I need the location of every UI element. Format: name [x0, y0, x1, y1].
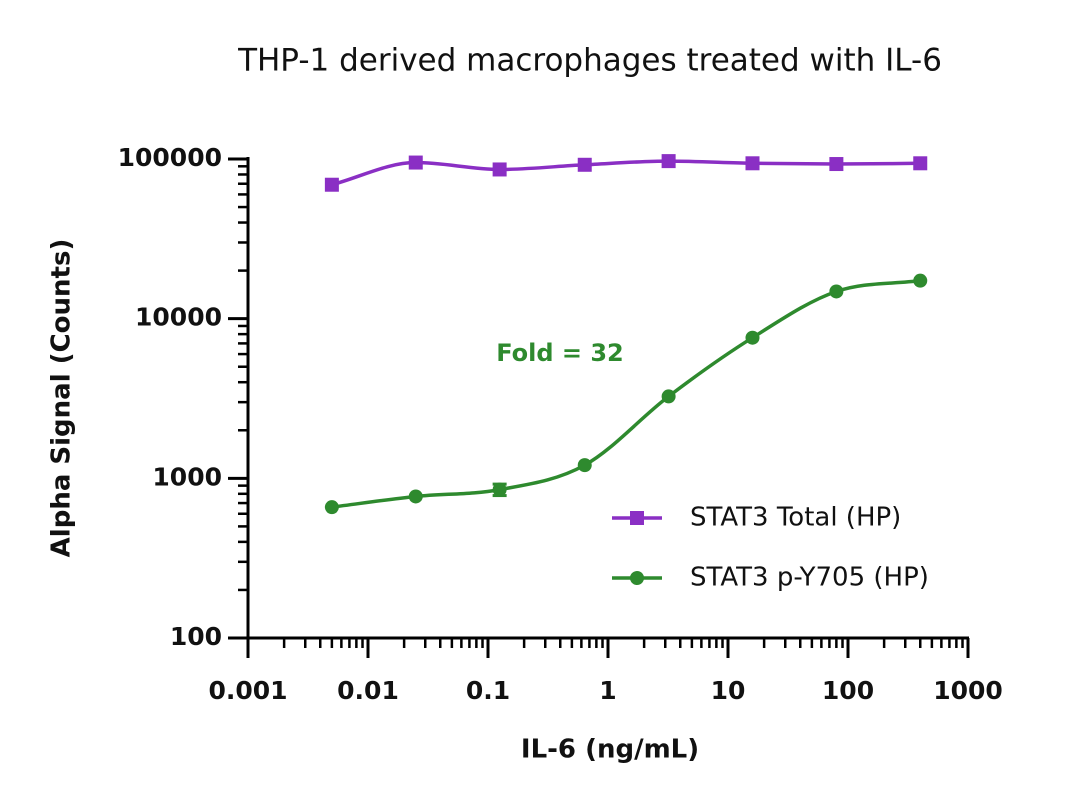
fit-curve	[331, 159, 921, 187]
marker	[577, 458, 592, 473]
x-axis-label: IL-6 (ng/mL)	[521, 735, 699, 765]
y-tick-label: 10000	[135, 303, 222, 332]
marker	[745, 156, 760, 171]
marker	[630, 571, 644, 585]
x-tick-label: 10	[711, 676, 746, 705]
marker	[630, 511, 644, 525]
marker	[745, 330, 760, 345]
y-tick-label: 100	[170, 622, 222, 651]
x-tick-label: 1	[599, 676, 616, 705]
marker	[661, 389, 676, 404]
chart-title: THP-1 derived macrophages treated with I…	[237, 43, 942, 79]
annotation: Fold = 32	[496, 339, 624, 367]
x-tick-label: 1000	[933, 676, 1003, 705]
y-tick-label: 100000	[118, 143, 222, 172]
marker	[324, 177, 339, 192]
marker	[829, 157, 844, 172]
marker	[492, 162, 507, 177]
x-tick-label: 0.001	[208, 676, 287, 705]
marker	[577, 157, 592, 172]
legend-label: STAT3 p-Y705 (HP)	[690, 563, 929, 593]
marker	[913, 156, 928, 171]
y-axis-label: Alpha Signal (Counts)	[47, 239, 77, 558]
x-tick-label: 0.01	[337, 676, 399, 705]
marker	[829, 284, 844, 299]
marker	[661, 154, 676, 169]
legend-label: STAT3 Total (HP)	[690, 503, 901, 533]
x-tick-label: 100	[822, 676, 874, 705]
fit-curve	[331, 278, 921, 509]
marker	[408, 155, 423, 170]
marker	[408, 489, 423, 504]
marker	[492, 482, 507, 497]
marker	[324, 500, 339, 515]
marker	[913, 273, 928, 288]
y-tick-label: 1000	[152, 462, 222, 491]
x-tick-label: 0.1	[466, 676, 510, 705]
